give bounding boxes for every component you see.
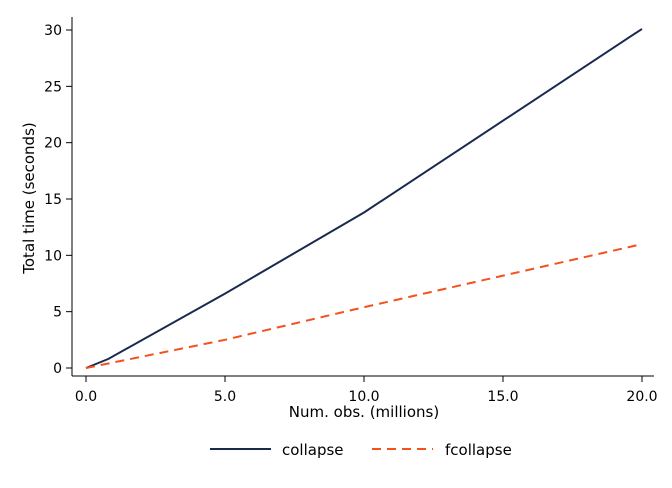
series-line-fcollapse bbox=[85, 243, 643, 369]
x-tick-label: 10.0 bbox=[348, 389, 379, 405]
x-axis-title: Num. obs. (millions) bbox=[289, 403, 439, 421]
legend-label-collapse: collapse bbox=[282, 441, 344, 459]
x-axis-ticks: 0.0 5.0 10.0 15.0 20.0 bbox=[75, 376, 658, 405]
y-axis-ticks: 0 5 10 15 20 25 30 bbox=[44, 23, 72, 377]
y-tick-label: 15 bbox=[44, 192, 62, 208]
series-line-collapse bbox=[85, 28, 643, 369]
x-tick-label: 15.0 bbox=[487, 389, 518, 405]
y-tick-label: 20 bbox=[44, 136, 62, 152]
x-tick-label: 0.0 bbox=[75, 389, 97, 405]
plot-area bbox=[71, 17, 654, 377]
legend: collapse fcollapse bbox=[210, 441, 512, 459]
x-tick-label: 20.0 bbox=[626, 389, 657, 405]
y-tick-label: 5 bbox=[53, 305, 62, 321]
x-tick-label: 5.0 bbox=[214, 389, 236, 405]
series-layer bbox=[85, 28, 643, 369]
y-tick-label: 10 bbox=[44, 248, 62, 264]
y-tick-label: 30 bbox=[44, 23, 62, 39]
y-tick-label: 0 bbox=[53, 361, 62, 377]
y-tick-label: 25 bbox=[44, 79, 62, 95]
y-axis-title: Total time (seconds) bbox=[20, 122, 38, 274]
legend-label-fcollapse: fcollapse bbox=[445, 441, 512, 459]
